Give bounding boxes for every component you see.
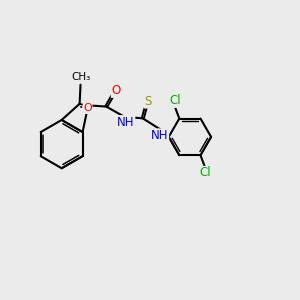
Text: Cl: Cl	[199, 167, 211, 179]
Text: S: S	[144, 95, 152, 108]
Text: NH: NH	[151, 129, 169, 142]
Text: CH₃: CH₃	[71, 72, 91, 82]
Text: O: O	[83, 103, 92, 113]
Text: Cl: Cl	[169, 94, 181, 107]
Text: O: O	[111, 84, 121, 98]
Text: NH: NH	[117, 116, 135, 129]
